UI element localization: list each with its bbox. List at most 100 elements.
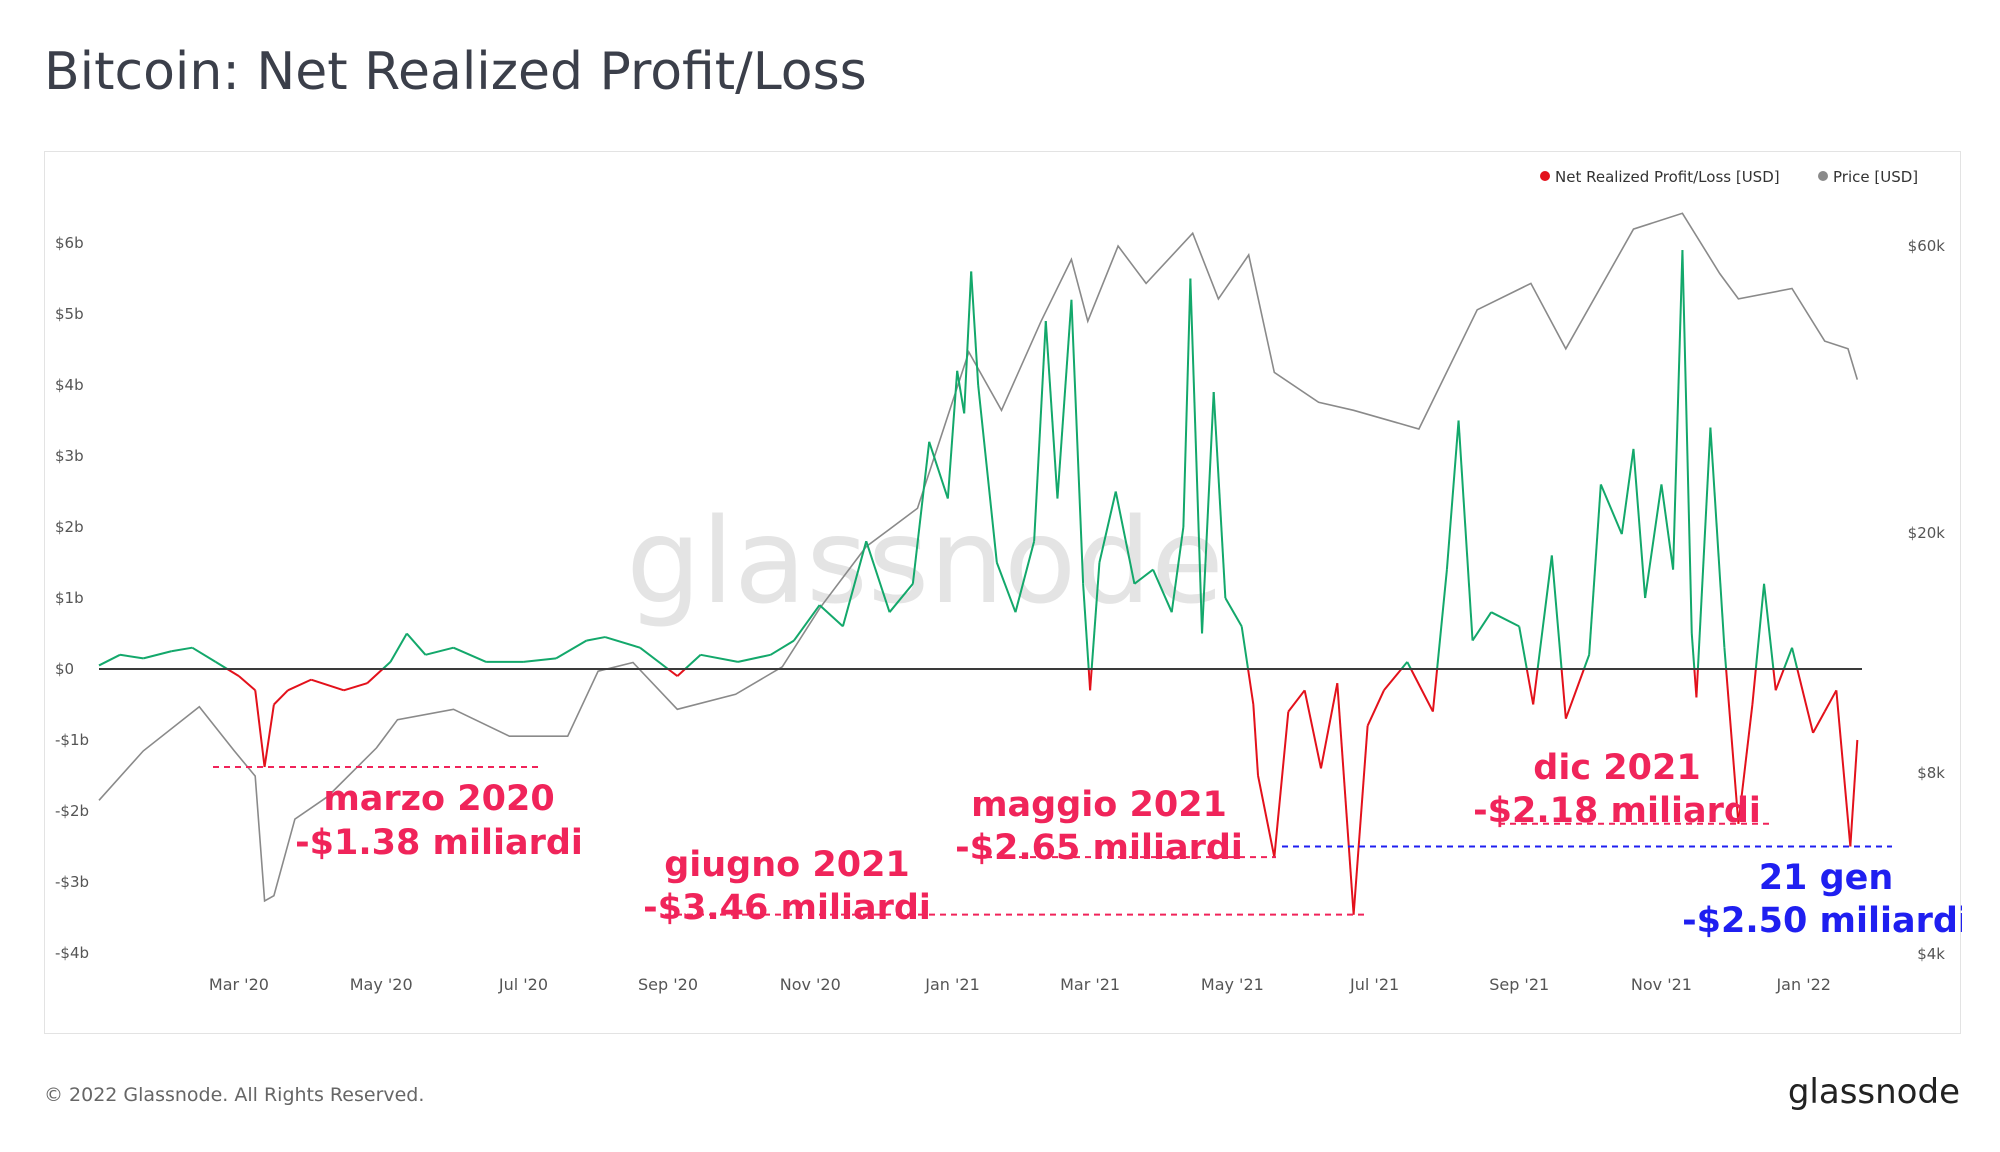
nrpl-segment	[1599, 484, 1623, 535]
page-title: Bitcoin: Net Realized Profit/Loss	[44, 42, 867, 102]
nrpl-segment	[1352, 725, 1369, 915]
nrpl-segment	[366, 668, 384, 684]
nrpl-segment	[263, 704, 275, 768]
nrpl-segment	[1588, 484, 1602, 655]
y-left-tick-label: $2b	[55, 518, 84, 536]
nrpl-segment	[1224, 597, 1243, 627]
nrpl-segment	[1763, 583, 1775, 670]
nrpl-segment	[1835, 690, 1852, 847]
nrpl-segment	[818, 604, 844, 628]
nrpl-segment	[841, 540, 868, 627]
nrpl-segment	[1737, 704, 1754, 824]
nrpl-segment	[238, 675, 256, 692]
legend-label-nrpl: Net Realized Profit/Loss [USD]	[1555, 168, 1780, 186]
callout-value-label: -$2.65 miliardi	[955, 828, 1243, 868]
nrpl-segment	[273, 689, 289, 706]
nrpl-segment	[1070, 299, 1085, 584]
nrpl-segment	[1632, 448, 1647, 599]
glassnode-watermark: glassnode	[626, 492, 1223, 630]
y-left-tick-label: $0	[55, 660, 74, 678]
nrpl-segment	[770, 639, 795, 656]
nrpl-segment	[310, 678, 345, 692]
nrpl-segment	[343, 682, 368, 692]
nrpl-segment	[143, 650, 172, 660]
nrpl-segment	[254, 690, 266, 768]
nrpl-segment	[911, 441, 931, 584]
copyright-text: © 2022 Glassnode. All Rights Reserved.	[44, 1084, 425, 1106]
x-tick-label: Jan '22	[1775, 975, 1831, 994]
nrpl-segment	[1400, 661, 1409, 670]
nrpl-segment	[586, 636, 606, 642]
nrpl-segment	[667, 668, 678, 677]
nrpl-segment	[1114, 491, 1136, 584]
nrpl-segment	[1247, 668, 1255, 705]
nrpl-segment	[1782, 647, 1793, 670]
x-tick-label: Sep '21	[1489, 975, 1549, 994]
nrpl-segment	[604, 636, 641, 649]
nrpl-segment	[1366, 689, 1385, 727]
nrpl-segment	[1471, 611, 1493, 642]
legend-marker-price[interactable]	[1818, 171, 1828, 181]
nrpl-segment	[1812, 711, 1826, 734]
y-left-tick-label: $1b	[55, 589, 84, 607]
callout-value-label: -$2.50 miliardi	[1682, 901, 1962, 941]
nrpl-segment	[1090, 562, 1101, 670]
nrpl-segment	[1751, 668, 1757, 705]
x-tick-label: May '20	[350, 975, 413, 994]
legend-marker-nrpl[interactable]	[1540, 171, 1550, 181]
nrpl-segment	[1410, 668, 1434, 713]
nrpl-segment	[1033, 321, 1047, 542]
nrpl-segment	[1201, 392, 1215, 634]
x-tick-label: Nov '21	[1631, 975, 1692, 994]
nrpl-segment	[1319, 683, 1339, 769]
nrpl-segment	[1536, 555, 1553, 670]
nrpl-segment	[1681, 250, 1693, 634]
nrpl-segment	[1849, 739, 1859, 847]
nrpl-segment	[119, 653, 144, 660]
y-left-tick-label: $5b	[55, 305, 84, 323]
nrpl-segment	[1133, 568, 1154, 585]
callout-date-label: maggio 2021	[971, 785, 1227, 825]
nrpl-segment	[1796, 668, 1814, 734]
y-right-tick-label: $20k	[1908, 524, 1946, 542]
y-left-tick-label: -$3b	[55, 873, 89, 891]
nrpl-segment	[1823, 689, 1838, 713]
nrpl-segment	[1620, 448, 1635, 535]
nrpl-segment	[956, 370, 966, 414]
nrpl-segment	[1240, 626, 1250, 670]
nrpl-segment	[1212, 392, 1227, 599]
nrpl-segment	[793, 604, 821, 642]
nrpl-segment	[1774, 668, 1785, 691]
nrpl-segment	[1725, 668, 1740, 824]
y-left-tick-label: $6b	[55, 234, 84, 252]
nrpl-segment	[1044, 321, 1059, 499]
chart-frame: glassnode $6b $5b $4b $3b $2b $1b $0 -$1b -$2b -$…	[44, 151, 1962, 1034]
callout-value-label: -$1.38 miliardi	[295, 823, 583, 863]
y-left-tick-label: $4b	[55, 376, 84, 394]
nrpl-segment	[389, 633, 408, 663]
nrpl-segment	[963, 271, 973, 414]
nrpl-segment	[1252, 704, 1260, 776]
y-left-tick-label: -$4b	[55, 944, 89, 962]
nrpl-segment	[523, 657, 557, 663]
nrpl-segment	[1560, 668, 1567, 719]
nrpl-segment	[1182, 278, 1192, 528]
nrpl-segment	[1287, 689, 1306, 713]
nrpl-segment	[970, 271, 980, 386]
nrpl-segment	[1436, 569, 1448, 670]
nrpl-segment	[1383, 668, 1403, 691]
price-line	[98, 212, 1859, 903]
y-right-tick-label: $60k	[1908, 237, 1946, 255]
nrpl-segment	[382, 661, 392, 670]
y-right-tick-label: $4k	[1917, 945, 1945, 963]
nrpl-segment	[1644, 484, 1663, 599]
nrpl-segment	[1532, 668, 1539, 705]
nrpl-segment	[1695, 668, 1699, 698]
nrpl-segment	[226, 668, 240, 677]
y-right-tick-label: $8k	[1917, 764, 1945, 782]
y-left-tick-label: $3b	[55, 447, 84, 465]
callout-value-label: -$3.46 miliardi	[643, 888, 931, 928]
legend-label-price: Price [USD]	[1833, 168, 1918, 186]
nrpl-segment	[1457, 420, 1474, 641]
callout-date-label: 21 gen	[1759, 858, 1894, 898]
